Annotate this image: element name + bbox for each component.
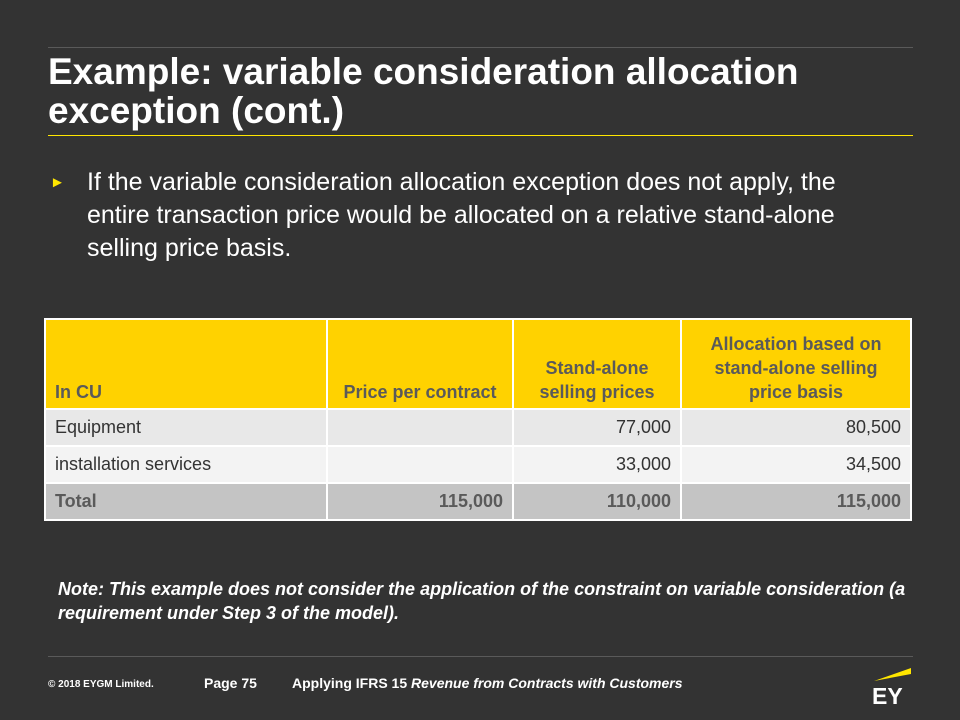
publication-name: Applying IFRS 15 Revenue from Contracts … xyxy=(292,675,683,691)
total-allocation-cell: 115,000 xyxy=(680,482,912,521)
title-underline xyxy=(48,135,913,136)
allocation-cell: 80,500 xyxy=(680,408,912,447)
table-total-row: Total 115,000 110,000 115,000 xyxy=(44,482,912,521)
total-price-cell: 115,000 xyxy=(326,482,514,521)
bullet-point: ► If the variable consideration allocati… xyxy=(50,166,880,265)
table-row: Equipment 77,000 80,500 xyxy=(44,408,912,447)
column-header-standalone-prices: Stand-alone selling prices xyxy=(512,318,682,410)
slide-title: Example: variable consideration allocati… xyxy=(48,51,799,131)
total-label: Total xyxy=(44,482,328,521)
price-cell xyxy=(326,408,514,447)
row-label: Equipment xyxy=(44,408,328,447)
row-label: installation services xyxy=(44,445,328,484)
ey-logo-text: EY xyxy=(872,683,903,708)
publication-title: Revenue from Contracts with Customers xyxy=(411,675,683,691)
total-standalone-cell: 110,000 xyxy=(512,482,682,521)
ey-logo: EY xyxy=(872,668,911,708)
column-header-price-per-contract: Price per contract xyxy=(326,318,514,410)
column-header-allocation: Allocation based on stand-alone selling … xyxy=(680,318,912,410)
allocation-table: In CU Price per contract Stand-alone sel… xyxy=(44,318,912,521)
publication-prefix: Applying IFRS 15 xyxy=(292,675,408,691)
allocation-cell: 34,500 xyxy=(680,445,912,484)
standalone-cell: 33,000 xyxy=(512,445,682,484)
footer-rule xyxy=(48,656,913,657)
bullet-text: If the variable consideration allocation… xyxy=(87,168,836,262)
triangle-bullet-icon: ► xyxy=(50,174,65,191)
table-row: installation services 33,000 34,500 xyxy=(44,445,912,484)
column-header-in-cu: In CU xyxy=(44,318,328,410)
price-cell xyxy=(326,445,514,484)
table-header-row: In CU Price per contract Stand-alone sel… xyxy=(44,318,912,410)
ey-logo-beam-icon xyxy=(874,668,911,681)
top-rule xyxy=(48,47,913,48)
page-number: Page 75 xyxy=(204,675,257,691)
note-text: Note: This example does not consider the… xyxy=(58,579,906,623)
copyright: © 2018 EYGM Limited. xyxy=(48,679,154,690)
standalone-cell: 77,000 xyxy=(512,408,682,447)
